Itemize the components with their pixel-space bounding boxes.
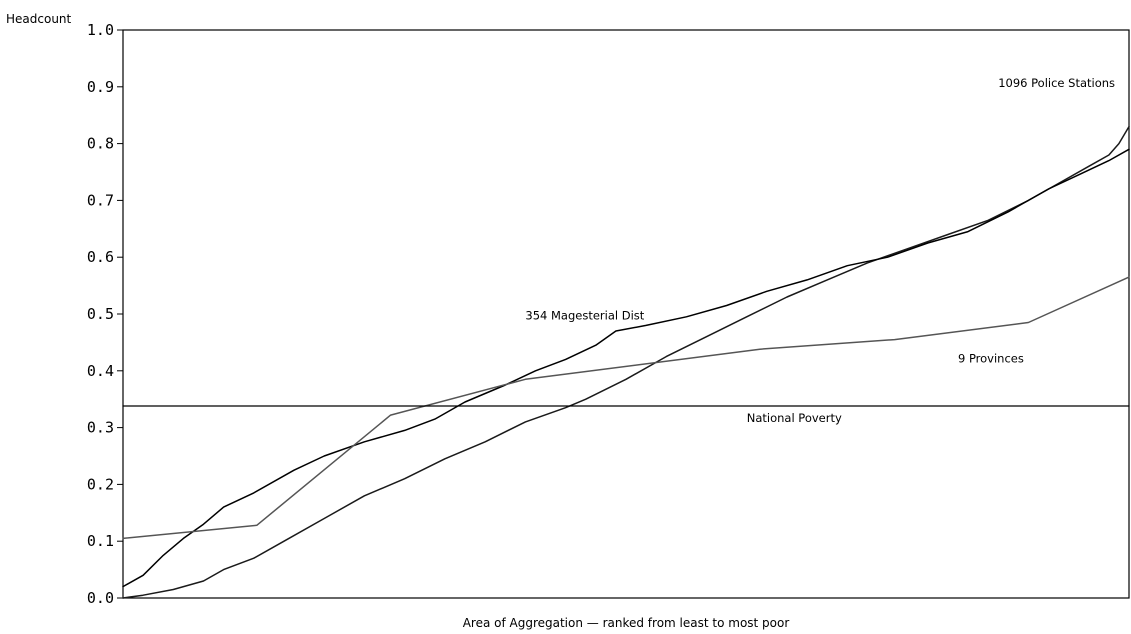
series-layer: [122, 125, 1130, 599]
annotation-9-provinces: 9 Provinces: [958, 351, 1024, 365]
y-tick-label: 0.3: [87, 419, 114, 437]
series-line-354-magesterial-dist: [122, 148, 1130, 588]
y-tick-label: 0.7: [87, 191, 114, 209]
y-tick-label: 0.6: [87, 248, 114, 266]
y-tick-label: 1.0: [87, 21, 114, 39]
y-tick-label: 0.4: [87, 362, 114, 380]
y-tick-label: 0.2: [87, 475, 114, 493]
y-axis-label: Headcount: [6, 12, 72, 26]
annotation-layer: 1096 Police Stations 354 Magesterial Dist…: [525, 76, 1115, 425]
y-tick-label: 0.9: [87, 78, 114, 96]
series-line-9-provinces: [122, 276, 1130, 540]
annotation-1096-police-stations: 1096 Police Stations: [998, 76, 1115, 90]
y-axis: 0.0 0.1 0.2 0.3 0.4 0.5 0.6 0.7 0.8 0.9 1.0: [87, 21, 123, 607]
annotation-354-magesterial-dist: 354 Magesterial Dist: [525, 309, 644, 323]
x-axis-label: Area of Aggregation — ranked from least …: [463, 616, 790, 630]
y-tick-label: 0.5: [87, 305, 114, 323]
annotation-national-poverty: National Poverty: [747, 411, 842, 425]
y-tick-label: 0.0: [87, 589, 114, 607]
y-tick-label: 0.1: [87, 532, 114, 550]
y-tick-label: 0.8: [87, 135, 114, 153]
